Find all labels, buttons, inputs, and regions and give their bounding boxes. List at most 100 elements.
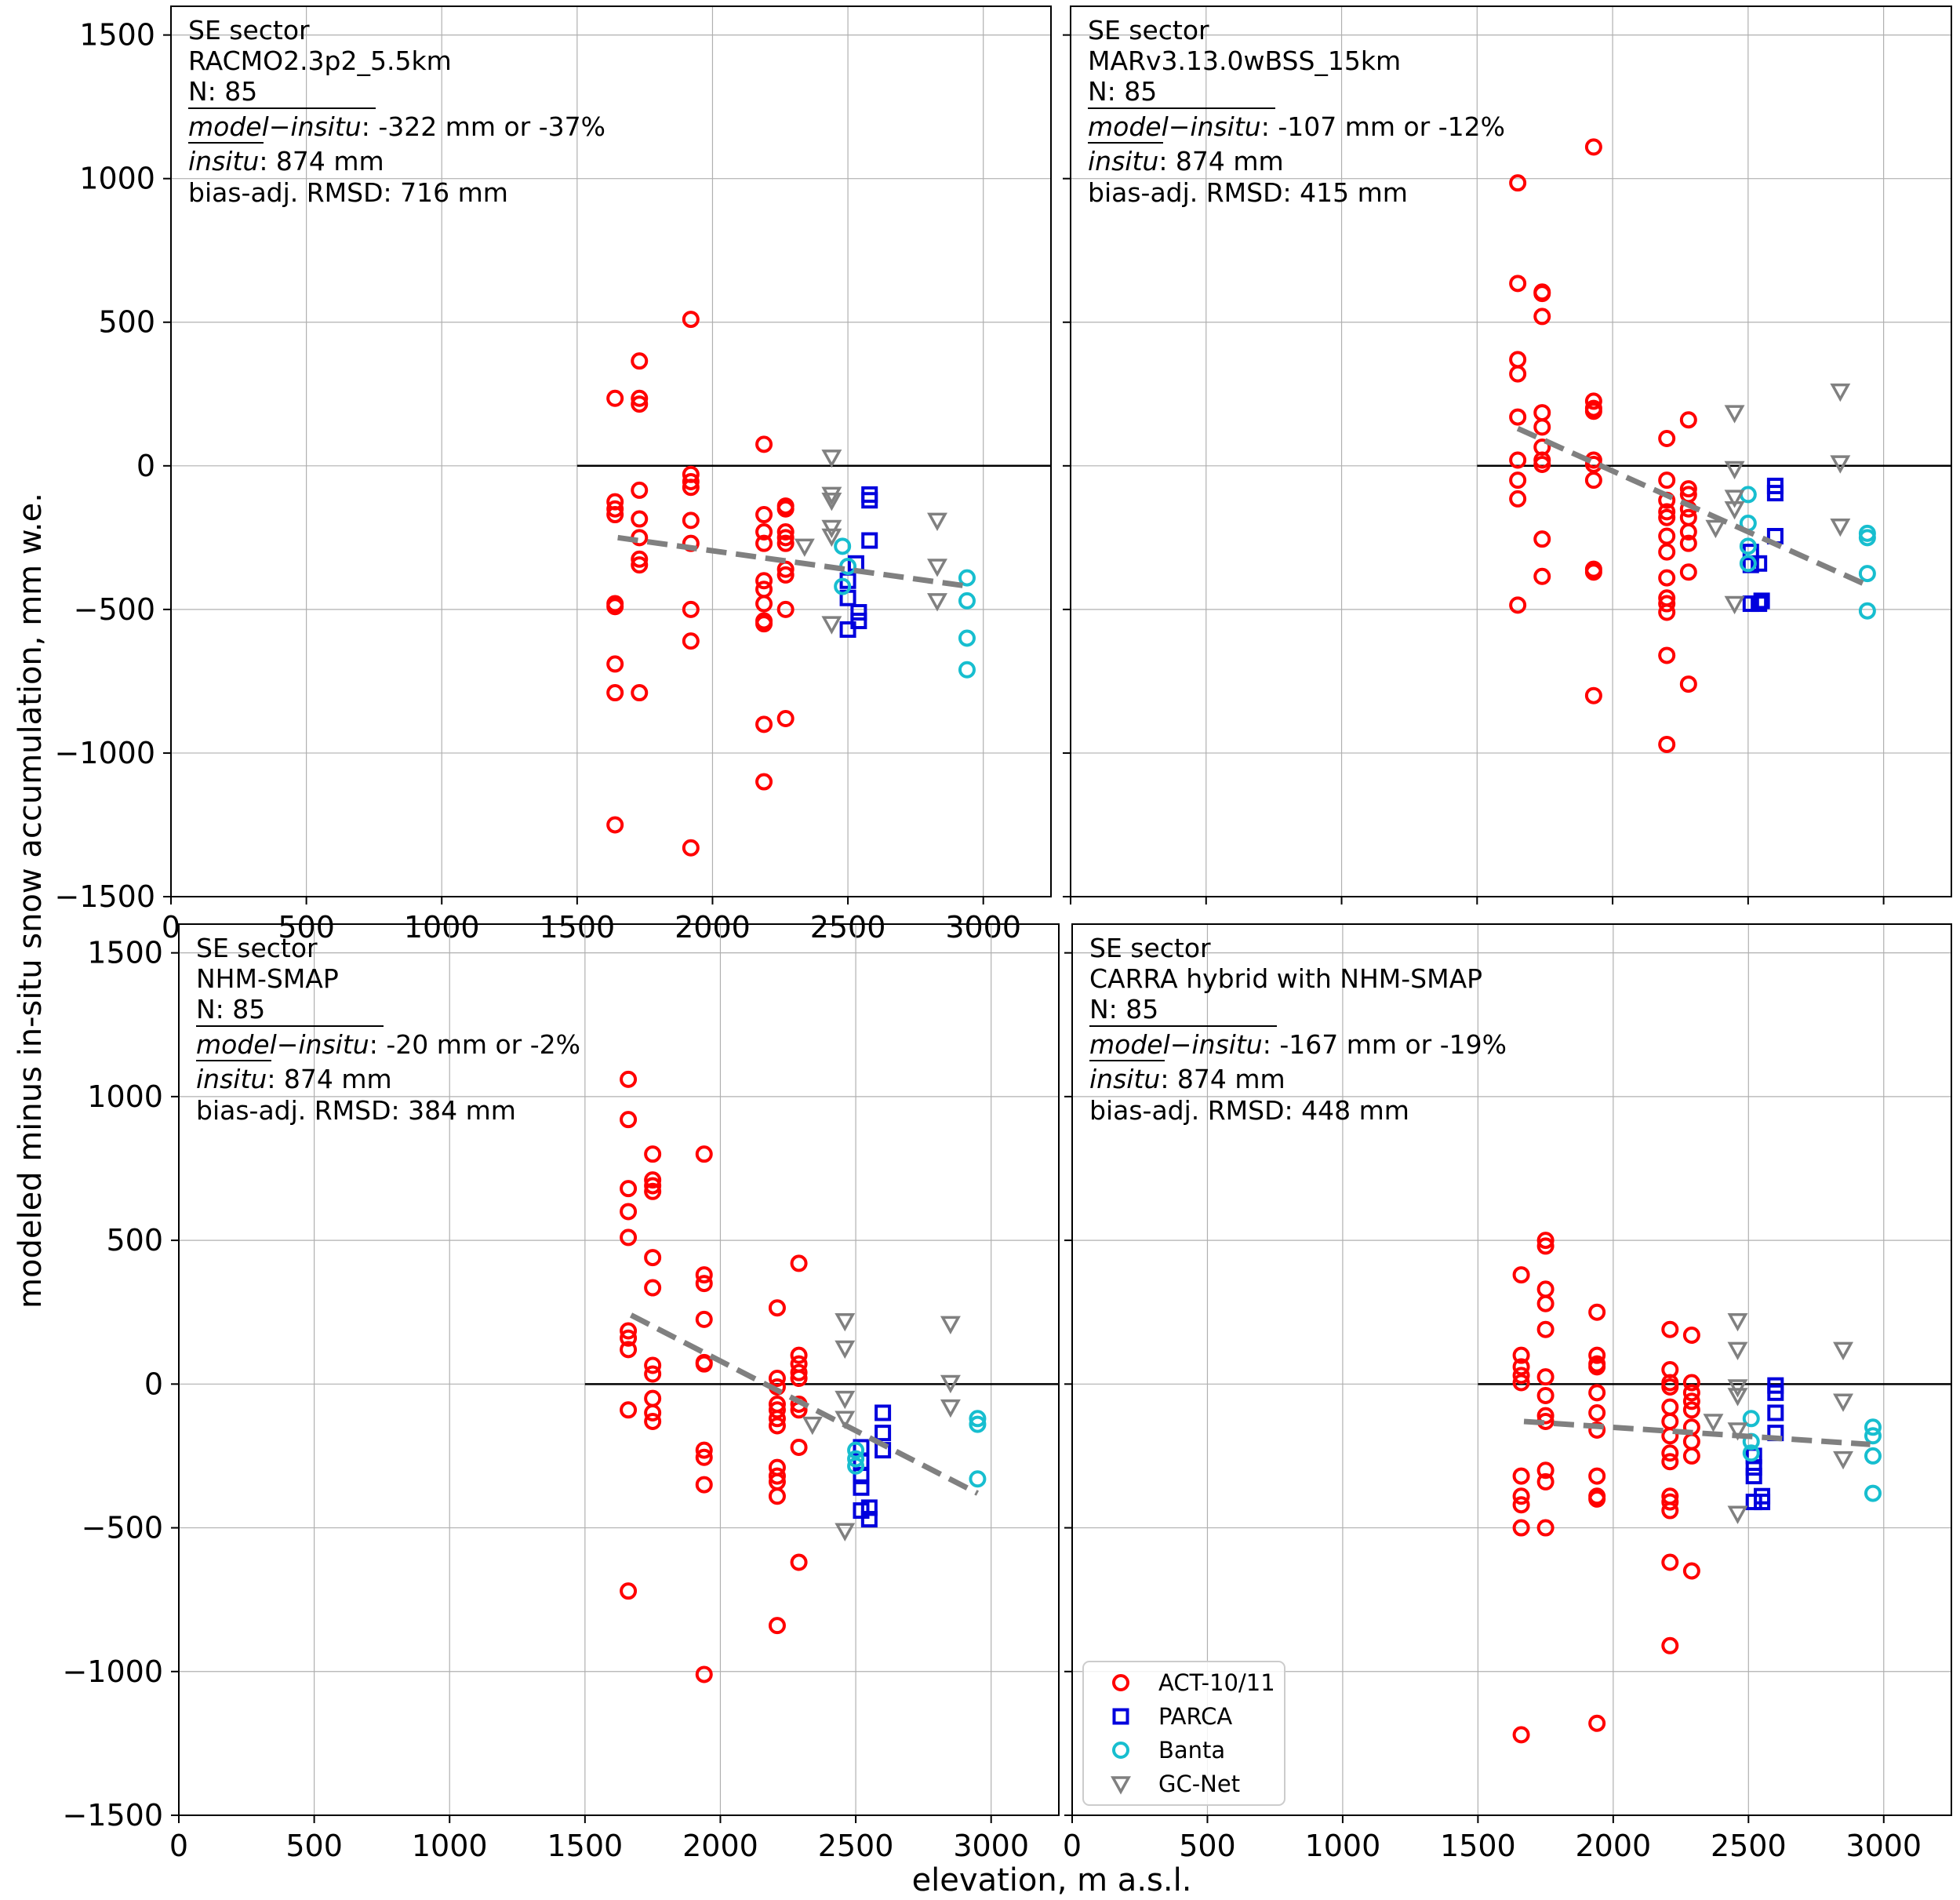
data-point-act	[1682, 1401, 1700, 1419]
data-point-act	[776, 500, 795, 518]
data-point-act	[606, 500, 624, 518]
data-point-act	[1682, 1392, 1700, 1410]
y-tick-label: 500	[98, 305, 155, 340]
data-point-act	[1509, 471, 1527, 490]
data-point-gcnet	[1830, 455, 1851, 474]
data-point-act	[1658, 527, 1676, 545]
data-point-act	[1679, 523, 1697, 541]
legend-label: ACT-10/11	[1158, 1669, 1275, 1696]
insitu-annotation: insitu: 874 mm	[1088, 146, 1284, 177]
bias-annotation: model−insitu: -167 mm or -19%	[1089, 1029, 1507, 1060]
data-point-gcnet	[835, 1410, 856, 1429]
data-point-act	[1661, 1378, 1679, 1396]
y-tick-label: −1500	[62, 1798, 163, 1833]
data-point-act	[631, 389, 649, 407]
data-point-gcnet	[835, 1340, 856, 1359]
data-point-act	[1679, 675, 1697, 693]
data-point-act	[790, 1369, 808, 1387]
data-point-parca	[1751, 595, 1768, 613]
data-point-act	[606, 389, 624, 407]
data-point-act	[620, 1322, 638, 1340]
data-point-banta	[969, 1470, 987, 1488]
data-point-act	[1509, 174, 1527, 192]
data-point-act	[644, 1403, 662, 1421]
data-point-gcnet	[821, 450, 842, 468]
data-point-gcnet	[940, 1316, 961, 1334]
data-point-act	[606, 684, 624, 702]
data-point-act	[1588, 1403, 1606, 1421]
data-point-act	[644, 1177, 662, 1195]
data-point-parca	[1754, 1494, 1771, 1511]
data-point-banta	[958, 591, 976, 610]
data-point-gcnet	[821, 616, 842, 635]
data-point-gcnet	[802, 1416, 823, 1436]
data-point-act	[631, 684, 649, 702]
data-point-act	[644, 1182, 662, 1200]
data-point-act	[1661, 1427, 1679, 1445]
data-point-act	[776, 523, 795, 541]
data-point-banta	[958, 629, 976, 647]
data-point-act	[768, 1417, 786, 1435]
data-point-act	[620, 1329, 638, 1347]
data-point-act	[1536, 1407, 1555, 1425]
data-point-gcnet	[794, 538, 815, 557]
data-point-act	[768, 1410, 786, 1428]
data-point-act	[644, 1412, 662, 1430]
data-point-act	[1533, 285, 1551, 303]
data-point-act	[1682, 1432, 1700, 1450]
data-point-act	[1512, 1367, 1530, 1385]
x-tick-label: 1500	[539, 910, 615, 945]
data-point-act	[644, 1279, 662, 1297]
data-point-act	[695, 1448, 713, 1466]
data-point-act	[1588, 1384, 1606, 1402]
data-point-banta	[1864, 1418, 1882, 1436]
data-point-act	[620, 1180, 638, 1198]
y-tick-label: 1000	[87, 1079, 163, 1114]
data-point-act	[1588, 1303, 1606, 1321]
data-point-act	[620, 1341, 638, 1359]
data-point-parca	[1767, 1404, 1784, 1421]
data-point-act	[695, 1145, 713, 1163]
axes-frame	[178, 923, 1060, 1816]
data-point-act	[768, 1487, 786, 1505]
bias-annotation: model−insitu: -107 mm or -12%	[1088, 111, 1505, 142]
data-point-banta	[958, 569, 976, 587]
data-point-act	[1679, 480, 1697, 498]
rmsd-annotation: bias-adj. RMSD: 716 mm	[188, 177, 508, 208]
data-point-act	[682, 600, 700, 618]
y-tick-label: −1000	[54, 736, 155, 770]
y-tick-label: 1000	[79, 162, 155, 196]
data-point-parca	[875, 1404, 892, 1421]
data-point-gcnet	[1724, 405, 1745, 424]
y-axis-label: modeled minus in-situ snow accumulation,…	[13, 493, 49, 1309]
annotation-line: N: 85	[1088, 76, 1157, 107]
data-point-act	[1584, 563, 1602, 581]
data-point-gcnet	[835, 1390, 856, 1410]
data-point-parca	[1745, 1468, 1762, 1485]
data-point-act	[1512, 1519, 1530, 1537]
data-point-act	[1533, 404, 1551, 422]
data-point-act	[620, 1228, 638, 1247]
data-point-banta	[834, 537, 852, 555]
data-point-act	[790, 1553, 808, 1571]
data-point-act	[1536, 1461, 1555, 1480]
data-point-gcnet	[821, 492, 842, 511]
data-point-act	[776, 710, 795, 727]
annotation-line: N: 85	[1089, 994, 1158, 1025]
data-point-act	[1658, 471, 1676, 490]
legend-frame	[1082, 1661, 1285, 1806]
data-point-gcnet	[835, 1523, 856, 1541]
data-point-banta	[1742, 1410, 1760, 1428]
data-point-act	[1512, 1266, 1530, 1284]
data-point-act	[1509, 490, 1527, 508]
data-point-act	[1584, 402, 1602, 420]
data-point-gcnet	[1724, 460, 1745, 480]
data-point-banta	[1858, 602, 1876, 620]
data-point-parca	[860, 1499, 878, 1516]
data-point-act	[620, 1070, 638, 1088]
data-point-act	[620, 1582, 638, 1600]
data-point-act	[776, 534, 795, 552]
data-point-act	[1536, 1472, 1555, 1491]
annotation-line: N: 85	[188, 76, 257, 107]
